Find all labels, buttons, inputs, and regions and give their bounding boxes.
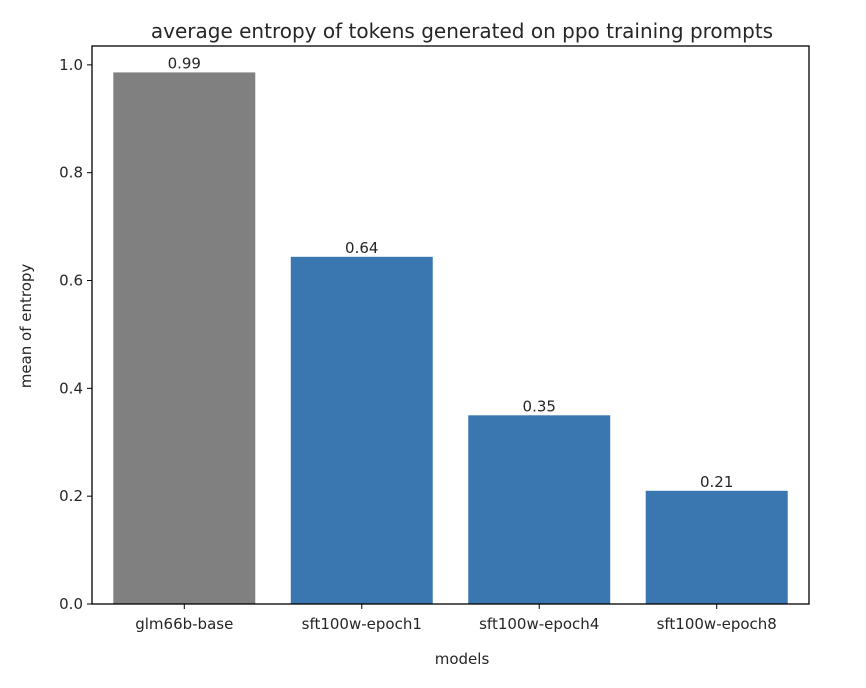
x-tick-label: glm66b-base bbox=[135, 615, 233, 633]
x-tick-label: sft100w-epoch8 bbox=[657, 615, 777, 633]
y-axis-label: mean of entropy bbox=[17, 264, 35, 389]
y-axis-ticks: 0.0 0.2 0.4 0.6 0.8 1.0 bbox=[59, 56, 92, 613]
y-tick-label: 0.4 bbox=[59, 379, 83, 397]
y-tick-label: 0.8 bbox=[59, 164, 83, 182]
x-tick-label: sft100w-epoch1 bbox=[302, 615, 422, 633]
x-tick-label: sft100w-epoch4 bbox=[479, 615, 599, 633]
x-axis-ticks: glm66b-base sft100w-epoch1 sft100w-epoch4 s… bbox=[135, 604, 777, 633]
y-tick-label: 0.0 bbox=[59, 595, 83, 613]
data-label-sft100w-epoch1: 0.64 bbox=[345, 239, 378, 257]
bar-sft100w-epoch8 bbox=[645, 490, 788, 604]
chart-title: average entropy of tokens generated on p… bbox=[151, 19, 773, 43]
data-label-sft100w-epoch8: 0.21 bbox=[700, 473, 733, 491]
bar-sft100w-epoch4 bbox=[468, 415, 611, 604]
data-label-sft100w-epoch4: 0.35 bbox=[523, 397, 556, 415]
bar-glm66b-base bbox=[113, 72, 256, 605]
x-axis-label: models bbox=[435, 650, 490, 668]
y-tick-label: 1.0 bbox=[59, 56, 83, 74]
plot-frame bbox=[91, 45, 810, 605]
y-tick-label: 0.6 bbox=[59, 272, 83, 290]
bar-sft100w-epoch1 bbox=[290, 256, 433, 604]
data-label-glm66b-base: 0.99 bbox=[168, 54, 201, 72]
y-tick-label: 0.2 bbox=[59, 487, 83, 505]
bars-layer: 0.99 0.64 0.35 0.21 bbox=[113, 54, 788, 605]
